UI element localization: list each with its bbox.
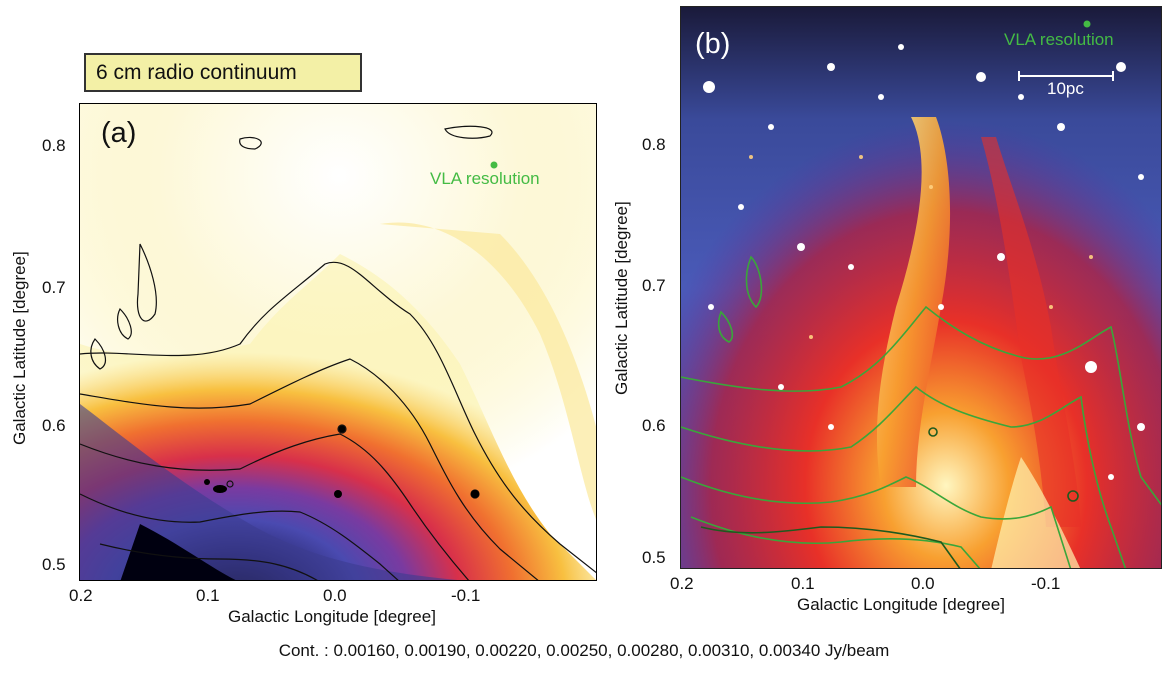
panel-b-y-tick: 0.7 (642, 276, 666, 295)
map-title: 6 cm radio continuum (96, 61, 297, 84)
panel-a-resolution-label: VLA resolution (430, 169, 540, 188)
panel-a-x-axis-title: Galactic Longitude [degree] (228, 607, 436, 626)
panel-a-x-tick: 0.1 (196, 586, 220, 605)
panel-b-resolution-label: VLA resolution (1004, 30, 1114, 49)
panel-b-x-tick: 0.1 (791, 574, 815, 593)
panel-b-x-axis-title: Galactic Longitude [degree] (797, 595, 1005, 614)
panel-b-image (680, 6, 1162, 569)
panel-a-radio-map (80, 104, 596, 580)
panel-b-y-tick: 0.6 (642, 416, 666, 435)
panel-b-x-tick: -0.1 (1031, 574, 1061, 593)
panel-b-y-tick: 0.5 (642, 548, 666, 567)
panel-b-label: (b) (695, 28, 731, 60)
panel-a-x-tick: 0.0 (323, 586, 347, 605)
panel-a-y-tick: 0.8 (42, 136, 66, 155)
panel-a-y-axis-title: Galactic Latitude [degree] (10, 251, 29, 445)
panel-b-y-axis-title: Galactic Latitude [degree] (612, 201, 631, 395)
panel-b-x-tick: 0.2 (670, 574, 694, 593)
panel-a-label: (a) (101, 117, 137, 149)
panel-a-image (79, 103, 597, 581)
panel-a-y-tick: 0.7 (42, 278, 66, 297)
panel-b-scale-bar-label: 10pc (1047, 79, 1084, 98)
panel-b-infrared-map (681, 7, 1161, 568)
panel-b-y-tick: 0.8 (642, 135, 666, 154)
panel-a-resolution-dot (490, 161, 498, 169)
map-title-box: 6 cm radio continuum (84, 53, 362, 92)
panel-b-resolution-dot (1083, 20, 1091, 28)
panel-a-x-tick: -0.1 (451, 586, 481, 605)
panel-b-scale-bar (1018, 71, 1114, 81)
panel-a-y-tick: 0.6 (42, 416, 66, 435)
figure-caption: Cont. : 0.00160, 0.00190, 0.00220, 0.002… (278, 641, 890, 660)
panel-b-x-tick: 0.0 (911, 574, 935, 593)
panel-a-y-tick: 0.5 (42, 555, 66, 574)
panel-a-x-tick: 0.2 (69, 586, 93, 605)
